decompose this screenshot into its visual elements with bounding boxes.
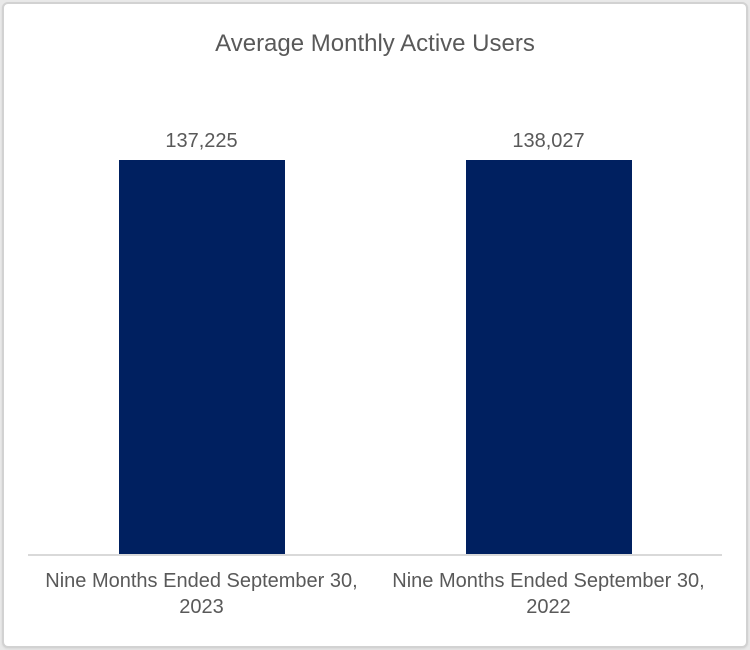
bar-groups: 137,225 138,027 xyxy=(28,130,722,554)
bar-group-2022: 138,027 xyxy=(375,130,722,554)
x-axis-labels: Nine Months Ended September 30, 2023 Nin… xyxy=(28,568,722,620)
bar-2023 xyxy=(118,160,285,554)
plot-area: 137,225 138,027 xyxy=(28,130,722,556)
category-label-2023: Nine Months Ended September 30, 2023 xyxy=(45,570,358,618)
x-label-cell: Nine Months Ended September 30, 2023 xyxy=(28,568,375,620)
x-label-cell: Nine Months Ended September 30, 2022 xyxy=(375,568,722,620)
bar-group-2023: 137,225 xyxy=(28,130,375,554)
chart-title: Average Monthly Active Users xyxy=(215,30,535,57)
category-label-2022: Nine Months Ended September 30, 2022 xyxy=(392,570,705,618)
bar-2022 xyxy=(465,160,632,554)
data-label-2023: 137,225 xyxy=(165,130,238,152)
data-label-2022: 138,027 xyxy=(512,130,585,152)
